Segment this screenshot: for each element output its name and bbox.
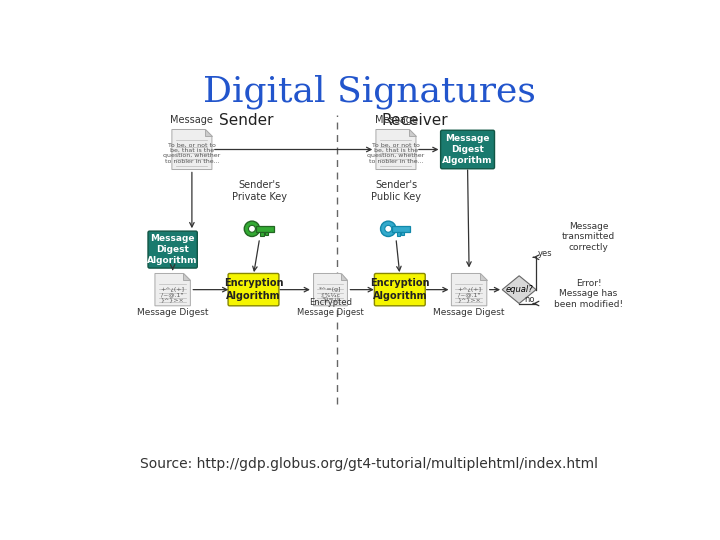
Text: Message
Digest
Algorithm: Message Digest Algorithm <box>148 234 198 265</box>
Text: $)=¿i: $)=¿i <box>322 298 339 302</box>
Polygon shape <box>261 232 264 236</box>
Polygon shape <box>451 273 487 306</box>
Text: *^=(g]: *^=(g] <box>319 287 342 292</box>
Polygon shape <box>314 273 348 306</box>
Polygon shape <box>392 226 410 232</box>
Text: +^¿(+]: +^¿(+] <box>457 287 481 292</box>
Text: /~@.1": /~@.1" <box>458 292 480 297</box>
Polygon shape <box>265 232 268 235</box>
Text: }^}>×: }^}>× <box>457 298 481 302</box>
Text: Receiver: Receiver <box>382 113 449 128</box>
FancyBboxPatch shape <box>228 273 279 306</box>
Polygon shape <box>480 273 487 280</box>
Text: Error!
Message has
been modified!: Error! Message has been modified! <box>554 279 623 308</box>
FancyBboxPatch shape <box>148 231 197 268</box>
Text: To be, or not to: To be, or not to <box>168 143 216 147</box>
Circle shape <box>384 225 392 232</box>
Polygon shape <box>376 130 416 170</box>
Text: Digital Signatures: Digital Signatures <box>202 75 536 109</box>
Text: be, that is the: be, that is the <box>170 148 214 153</box>
Text: Encryption
Algorithm: Encryption Algorithm <box>224 279 283 301</box>
Polygon shape <box>256 226 274 232</box>
Text: yes: yes <box>538 249 552 258</box>
Polygon shape <box>172 130 212 170</box>
Text: Message: Message <box>171 116 213 125</box>
Polygon shape <box>409 130 416 137</box>
Polygon shape <box>397 232 400 236</box>
Text: Sender's
Private Key: Sender's Private Key <box>232 180 287 201</box>
FancyBboxPatch shape <box>441 130 495 168</box>
Text: /~@.1": /~@.1" <box>161 292 184 297</box>
Text: equal?: equal? <box>505 285 533 294</box>
Text: ;[%¼c: ;[%¼c <box>320 292 341 297</box>
Text: to nobler in the...: to nobler in the... <box>165 159 219 164</box>
Polygon shape <box>205 130 212 137</box>
Circle shape <box>248 225 256 232</box>
Text: Sender: Sender <box>219 113 273 128</box>
Text: question, whether: question, whether <box>367 153 425 158</box>
Text: question, whether: question, whether <box>163 153 220 158</box>
Text: Encrypted
Message Digest: Encrypted Message Digest <box>297 298 364 317</box>
Text: +^¿(+]: +^¿(+] <box>161 287 184 292</box>
Polygon shape <box>184 273 190 280</box>
Text: Message Digest: Message Digest <box>137 308 208 317</box>
Text: To be, or not to: To be, or not to <box>372 143 420 147</box>
Text: Message
transmitted
correctly: Message transmitted correctly <box>562 222 615 252</box>
FancyBboxPatch shape <box>374 273 426 306</box>
Circle shape <box>244 221 260 237</box>
Circle shape <box>381 221 396 237</box>
Polygon shape <box>155 273 190 306</box>
Polygon shape <box>341 273 348 280</box>
Text: Message
Digest
Algorithm: Message Digest Algorithm <box>442 134 492 165</box>
Polygon shape <box>503 276 536 303</box>
Text: Message Digest: Message Digest <box>433 308 505 317</box>
Text: }^}>×: }^}>× <box>161 298 184 302</box>
Text: Source: http://gdp.globus.org/gt4-tutorial/multiplehtml/index.html: Source: http://gdp.globus.org/gt4-tutori… <box>140 457 598 471</box>
Polygon shape <box>401 232 405 235</box>
Text: no: no <box>523 295 534 304</box>
Text: Message: Message <box>374 116 418 125</box>
Text: Sender's
Public Key: Sender's Public Key <box>371 180 421 201</box>
Text: Encryption
Algorithm: Encryption Algorithm <box>370 279 430 301</box>
Text: be, that is the: be, that is the <box>374 148 418 153</box>
Text: to nobler in the...: to nobler in the... <box>369 159 423 164</box>
